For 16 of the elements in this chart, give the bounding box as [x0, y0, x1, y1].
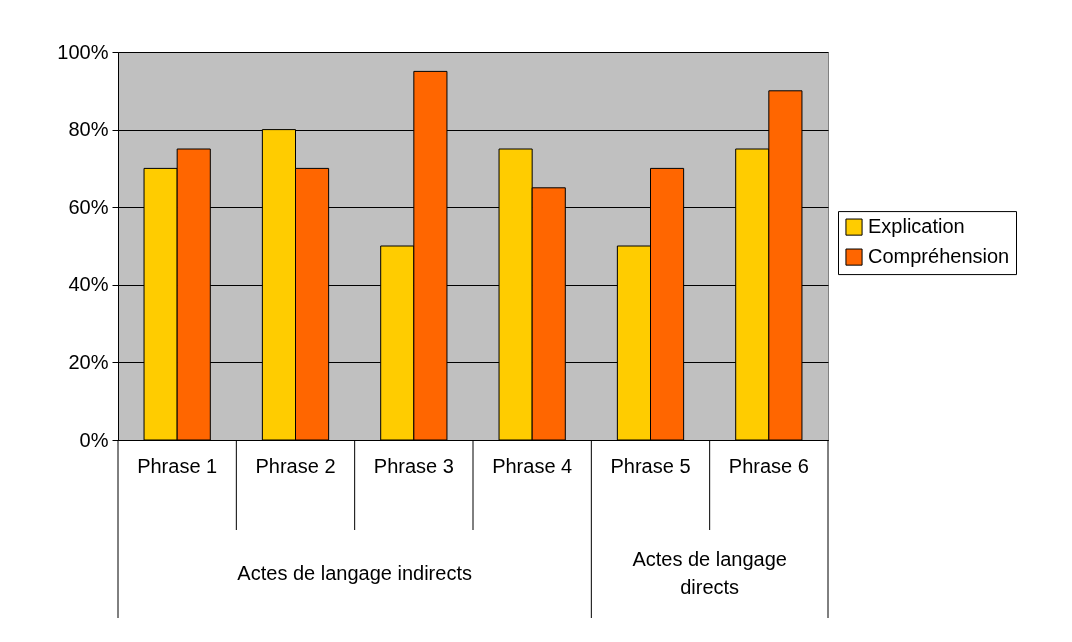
y-tick-label: 80%: [68, 118, 109, 141]
y-tick-label: 100%: [57, 40, 109, 63]
x-tick-label: Phrase 2: [255, 454, 336, 477]
text: Actes de langage directs: [632, 548, 787, 598]
x-tick-label: Phrase 5: [610, 454, 691, 477]
legend-label: Compréhension: [868, 245, 1010, 268]
legend-label: Explication: [868, 215, 965, 238]
y-tick-label: 60%: [68, 195, 109, 218]
x-tick-label: Phrase 4: [492, 454, 573, 477]
y-tick-label: 0%: [79, 428, 109, 451]
text: Actes de langage indirects: [237, 562, 472, 584]
x-tick-label: Phrase 6: [728, 454, 809, 477]
x-tick-label: Phrase 1: [137, 454, 218, 477]
y-tick-label: 40%: [68, 273, 109, 296]
y-tick-label: 20%: [68, 350, 109, 373]
x-tick-label: Phrase 3: [373, 454, 454, 477]
